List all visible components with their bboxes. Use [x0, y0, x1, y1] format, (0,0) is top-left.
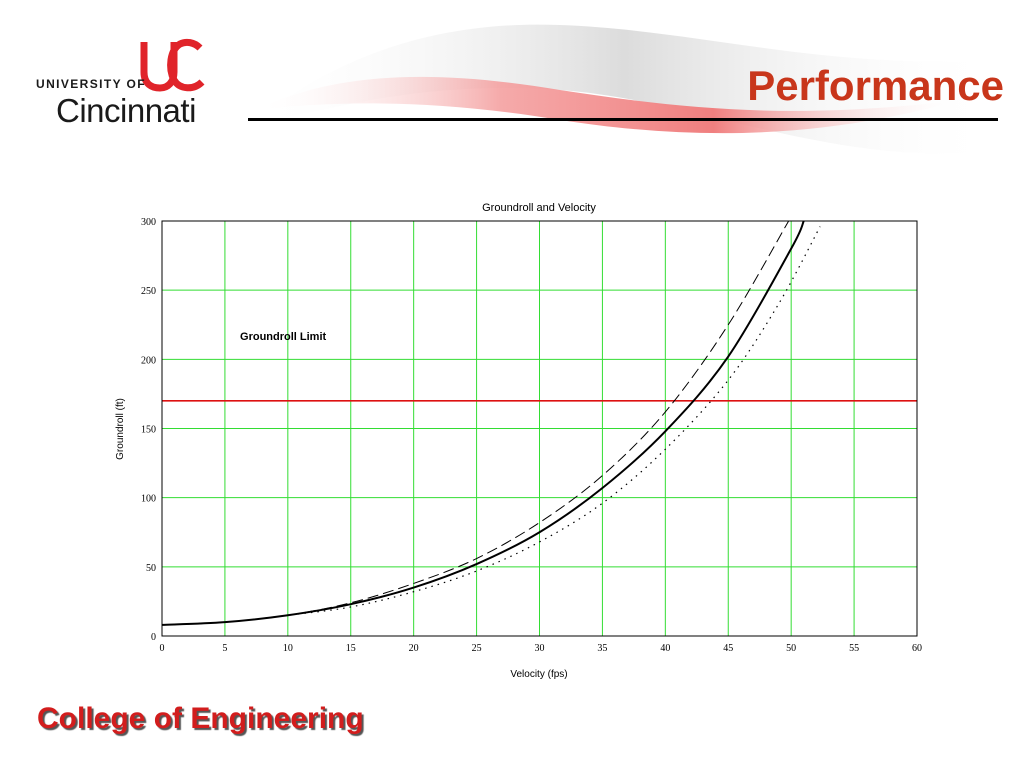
- series-line-dotted: [162, 226, 821, 626]
- title-divider: [248, 118, 998, 121]
- x-tick-label-40: 40: [660, 643, 670, 654]
- series-line-dashed: [162, 221, 790, 626]
- logo-text-university-of: UNIVERSITY OF: [36, 77, 146, 91]
- uc-logo-mark-icon: [140, 38, 205, 92]
- x-tick-label-0: 0: [160, 643, 165, 654]
- y-axis-label: Groundroll (ft): [115, 398, 126, 460]
- x-tick-label-30: 30: [535, 643, 545, 654]
- y-tick-label-50: 50: [146, 563, 156, 574]
- groundroll-limit-label: Groundroll Limit: [240, 331, 326, 343]
- plot-frame: [161, 220, 918, 637]
- university-logo: UNIVERSITY OF Cincinnati: [36, 34, 226, 130]
- page-title: Performance: [747, 62, 1004, 109]
- chart-title: Groundroll and Velocity: [482, 202, 596, 214]
- y-tick-label-300: 300: [141, 217, 156, 228]
- x-tick-label-5: 5: [222, 643, 227, 654]
- y-tick-label-0: 0: [151, 632, 156, 643]
- footer-college-name: College of Engineering: [37, 702, 364, 735]
- x-tick-label-25: 25: [472, 643, 482, 654]
- y-tick-label-200: 200: [141, 355, 156, 366]
- y-tick-label-100: 100: [141, 494, 156, 505]
- x-tick-label-45: 45: [723, 643, 733, 654]
- series-layer: [162, 221, 821, 626]
- x-tick-label-20: 20: [409, 643, 419, 654]
- y-tick-label-250: 250: [141, 286, 156, 297]
- x-axis-label: Velocity (fps): [510, 669, 567, 680]
- chart-grid: [161, 220, 918, 637]
- x-tick-label-35: 35: [597, 643, 607, 654]
- series-line-solid: [162, 221, 805, 626]
- y-tick-label-150: 150: [141, 425, 156, 436]
- x-tick-label-15: 15: [346, 643, 356, 654]
- x-tick-label-55: 55: [849, 643, 859, 654]
- x-tick-label-60: 60: [912, 643, 922, 654]
- x-tick-label-50: 50: [786, 643, 796, 654]
- logo-text-cincinnati: Cincinnati: [56, 92, 196, 129]
- y-tick-labels: 0 50 100 150 200 250 300: [141, 217, 156, 643]
- x-tick-label-10: 10: [283, 643, 293, 654]
- groundroll-velocity-chart: Groundroll and Velocity 0 5 10 15 20 25 30 35 40…: [115, 202, 923, 680]
- x-tick-labels: 0 5 10 15 20 25 30 35 40 45 50 55 60: [160, 643, 923, 654]
